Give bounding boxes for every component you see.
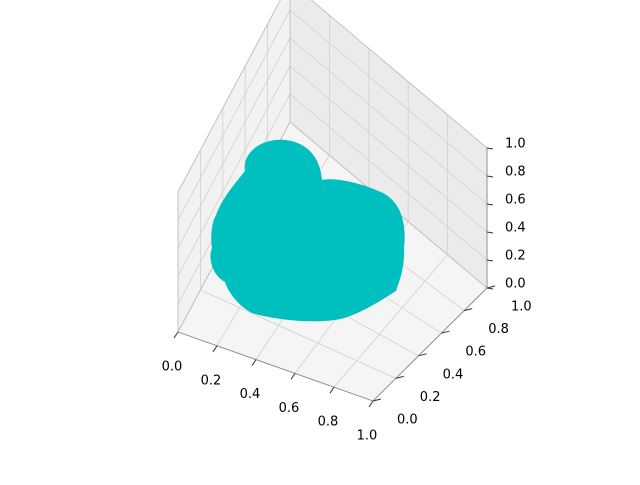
- x-tick-mark: [368, 400, 374, 408]
- y-tick-mark: [464, 308, 473, 312]
- grid-line-z-back: [289, 9, 488, 177]
- x-axis-line: [177, 331, 374, 402]
- y-tick-label: 0.2: [420, 390, 441, 405]
- y-tick-label: 0.4: [443, 367, 464, 382]
- grid-line-z-left: [177, 65, 291, 277]
- y-tick-label: 0.6: [465, 345, 486, 360]
- grid-line-y-floor: [200, 289, 396, 379]
- z-tick-mark: [486, 175, 494, 178]
- grid-line-x-floor: [333, 254, 448, 388]
- z-tick-mark: [486, 231, 494, 234]
- z-tick-label: 0.4: [505, 221, 526, 236]
- y-axis-line: [372, 287, 488, 402]
- y-tick-mark: [372, 398, 382, 402]
- grid-line-z-left: [177, 37, 291, 249]
- pane-left: [178, 0, 290, 332]
- z-tick-label: 0.0: [505, 277, 526, 292]
- pane-edge: [177, 0, 281, 193]
- y-tick-label: 0.8: [488, 322, 509, 337]
- x-tick-mark: [212, 345, 218, 353]
- y-tick-mark: [418, 353, 427, 357]
- y-tick-mark: [441, 330, 450, 334]
- grid-line-z-back: [289, 65, 488, 233]
- y-tick-label: 0.0: [397, 413, 418, 428]
- y-tick-mark: [486, 285, 496, 289]
- pane-back: [290, 0, 487, 288]
- y-tick-mark: [395, 375, 404, 379]
- z-tick-label: 0.8: [505, 165, 526, 180]
- y-tick-label: 1.0: [511, 300, 532, 315]
- x-tick-label: 0.8: [318, 415, 339, 430]
- z-tick-mark: [486, 147, 494, 150]
- x-tick-mark: [290, 373, 296, 380]
- z-tick-label: 1.0: [505, 137, 526, 152]
- z-tick-label: 0.6: [505, 193, 526, 208]
- z-tick-mark: [486, 203, 494, 206]
- x-tick-mark: [173, 331, 179, 339]
- z-tick-mark: [486, 259, 494, 262]
- x-tick-mark: [251, 359, 257, 366]
- x-tick-label: 0.4: [240, 387, 261, 402]
- z-tick-mark: [486, 287, 494, 290]
- x-tick-label: 0.0: [162, 360, 183, 375]
- x-tick-label: 0.2: [201, 373, 222, 388]
- grid-line-z-back: [289, 93, 488, 261]
- voxel-blob: [210, 139, 405, 322]
- pane-edge: [310, 0, 488, 149]
- x-tick-label: 1.0: [357, 429, 378, 444]
- x-tick-mark: [329, 386, 335, 394]
- grid-line-z-back: [289, 37, 488, 205]
- z-tick-label: 0.2: [505, 249, 526, 264]
- grid-line-z-left: [177, 9, 291, 221]
- x-tick-label: 0.6: [279, 401, 300, 416]
